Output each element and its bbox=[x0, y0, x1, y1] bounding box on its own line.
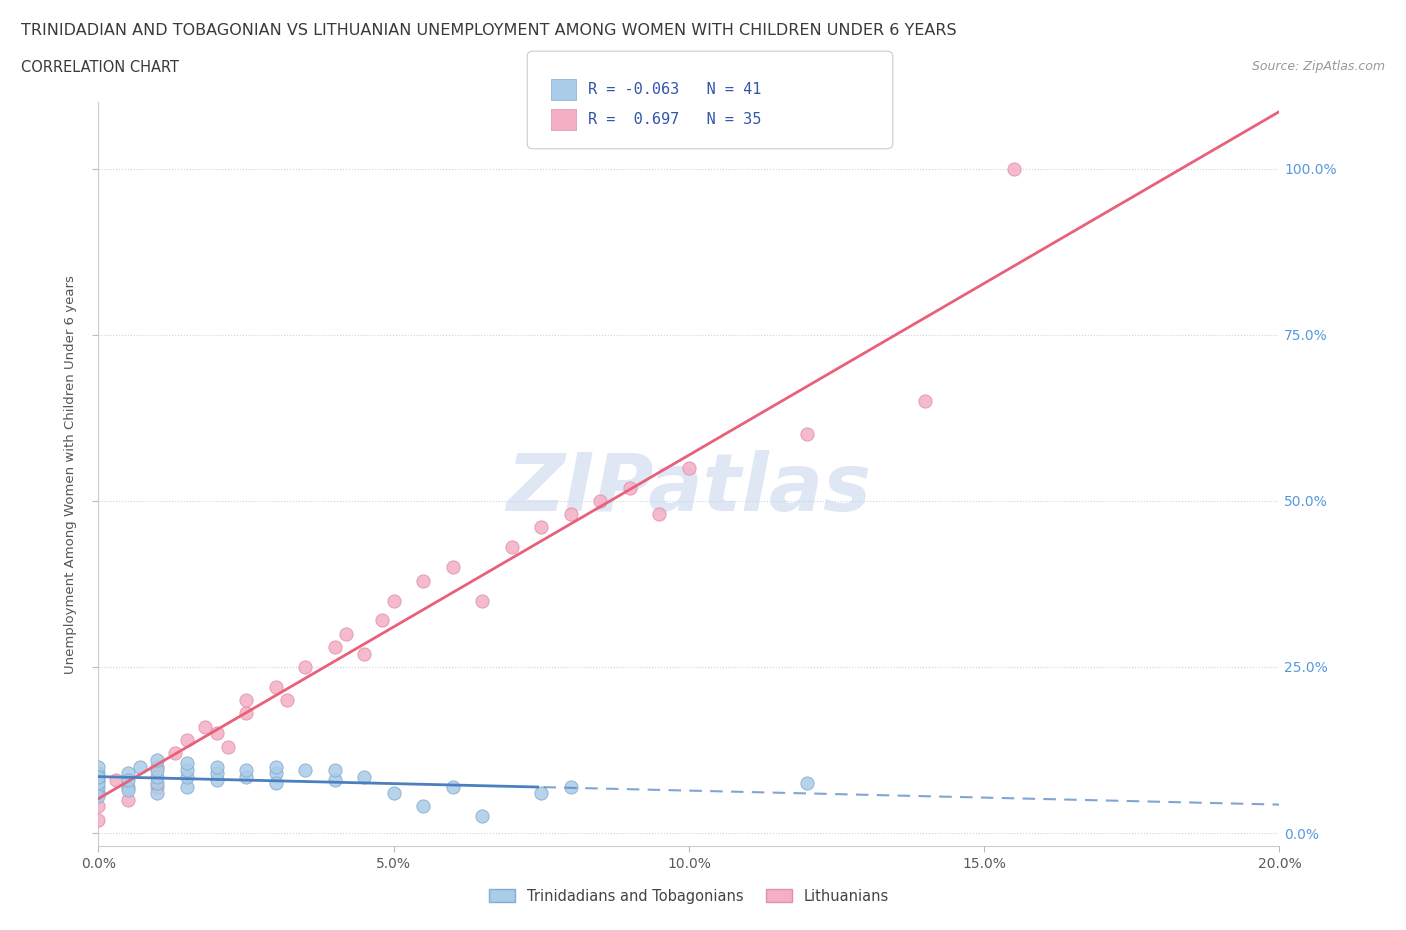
Point bbox=[194, 719, 217, 734]
Point bbox=[165, 746, 187, 761]
Point bbox=[264, 680, 287, 695]
Legend: Trinidadians and Tobagonians, Lithuanians: Trinidadians and Tobagonians, Lithuanian… bbox=[484, 883, 894, 910]
Point bbox=[87, 779, 110, 794]
Point bbox=[176, 769, 198, 784]
Point bbox=[176, 733, 198, 748]
Point bbox=[235, 693, 257, 708]
Point bbox=[471, 593, 494, 608]
Point bbox=[146, 776, 169, 790]
Point bbox=[146, 759, 169, 774]
Point bbox=[117, 782, 139, 797]
Point bbox=[146, 769, 169, 784]
Point bbox=[796, 427, 818, 442]
Point bbox=[235, 763, 257, 777]
Point bbox=[264, 759, 287, 774]
Point bbox=[335, 626, 357, 641]
Point bbox=[205, 773, 228, 788]
Point bbox=[323, 640, 346, 655]
Point bbox=[382, 786, 405, 801]
Point bbox=[264, 776, 287, 790]
Point bbox=[128, 759, 150, 774]
Point bbox=[264, 765, 287, 780]
Point bbox=[117, 773, 139, 788]
Point bbox=[235, 706, 257, 721]
Point bbox=[501, 540, 523, 555]
Point bbox=[87, 799, 110, 814]
Point bbox=[382, 593, 405, 608]
Point bbox=[235, 769, 257, 784]
Point bbox=[205, 759, 228, 774]
Text: ZIPatlas: ZIPatlas bbox=[506, 450, 872, 528]
Point bbox=[678, 460, 700, 475]
Point bbox=[146, 779, 169, 794]
Point bbox=[87, 769, 110, 784]
Y-axis label: Unemployment Among Women with Children Under 6 years: Unemployment Among Women with Children U… bbox=[63, 275, 77, 673]
Point bbox=[87, 759, 110, 774]
Point bbox=[205, 765, 228, 780]
Point bbox=[217, 739, 239, 754]
Point bbox=[323, 773, 346, 788]
Point bbox=[146, 752, 169, 767]
Point bbox=[276, 693, 298, 708]
Point bbox=[87, 812, 110, 827]
Point bbox=[412, 573, 434, 588]
Point bbox=[530, 786, 553, 801]
Point bbox=[353, 646, 375, 661]
Point bbox=[589, 494, 612, 509]
Text: CORRELATION CHART: CORRELATION CHART bbox=[21, 60, 179, 75]
Point bbox=[914, 393, 936, 408]
Point bbox=[87, 776, 110, 790]
Point bbox=[530, 520, 553, 535]
Point bbox=[87, 765, 110, 780]
Text: R =  0.697   N = 35: R = 0.697 N = 35 bbox=[588, 112, 761, 126]
Point bbox=[105, 773, 128, 788]
Point bbox=[87, 789, 110, 804]
Point bbox=[176, 763, 198, 777]
Text: TRINIDADIAN AND TOBAGONIAN VS LITHUANIAN UNEMPLOYMENT AMONG WOMEN WITH CHILDREN : TRINIDADIAN AND TOBAGONIAN VS LITHUANIAN… bbox=[21, 23, 956, 38]
Point bbox=[117, 792, 139, 807]
Point bbox=[117, 779, 139, 794]
Point bbox=[441, 560, 464, 575]
Point bbox=[117, 765, 139, 780]
Point bbox=[176, 756, 198, 771]
Point bbox=[87, 773, 110, 788]
Point bbox=[146, 763, 169, 777]
Text: Source: ZipAtlas.com: Source: ZipAtlas.com bbox=[1251, 60, 1385, 73]
Point bbox=[1002, 161, 1025, 176]
Point bbox=[560, 779, 582, 794]
Point bbox=[619, 480, 641, 495]
Point bbox=[471, 809, 494, 824]
Point bbox=[87, 786, 110, 801]
Point bbox=[87, 786, 110, 801]
Point bbox=[294, 659, 316, 674]
Point bbox=[146, 786, 169, 801]
Point bbox=[176, 779, 198, 794]
Point bbox=[323, 763, 346, 777]
Text: R = -0.063   N = 41: R = -0.063 N = 41 bbox=[588, 82, 761, 97]
Point bbox=[353, 769, 375, 784]
Point bbox=[648, 507, 671, 522]
Point bbox=[560, 507, 582, 522]
Point bbox=[371, 613, 394, 628]
Point bbox=[205, 726, 228, 741]
Point bbox=[412, 799, 434, 814]
Point bbox=[796, 776, 818, 790]
Point bbox=[441, 779, 464, 794]
Point bbox=[294, 763, 316, 777]
